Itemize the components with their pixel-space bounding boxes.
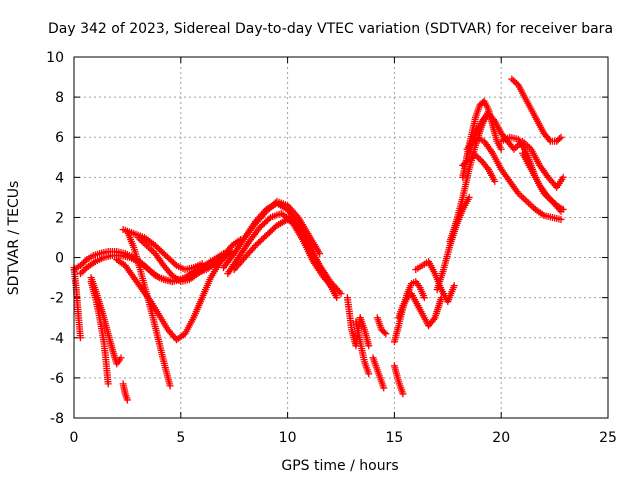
y-tick-label: -4 (50, 331, 64, 347)
data-point (472, 151, 480, 159)
y-tick-label: 4 (55, 170, 64, 186)
series-arc-g (113, 250, 232, 344)
data-point (557, 215, 565, 223)
data-point (380, 384, 388, 392)
data-point (464, 157, 472, 165)
data-point (490, 116, 498, 124)
series-arc-s (369, 354, 388, 392)
grid-lines (74, 57, 608, 418)
data-point (473, 153, 481, 161)
series-arc-j (134, 234, 245, 286)
data-point (462, 158, 470, 166)
data-point (557, 133, 565, 141)
series-arc-f (119, 380, 131, 404)
data-point (104, 380, 112, 388)
data-point (81, 257, 89, 265)
series-arc-e (87, 278, 112, 388)
data-point (76, 270, 84, 278)
x-tick-label: 5 (176, 430, 185, 446)
data-point (80, 259, 88, 267)
chart-title: Day 342 of 2023, Sidereal Day-to-day VTE… (48, 21, 613, 37)
y-tick-label: 10 (46, 50, 64, 66)
data-point (333, 294, 341, 302)
x-tick-label: 25 (599, 430, 617, 446)
data-point (460, 160, 468, 168)
series-arc-p (352, 318, 373, 378)
data-point (559, 173, 567, 181)
series-arc-h (123, 227, 174, 390)
data-point (171, 260, 179, 268)
data-point (117, 354, 125, 362)
data-point (399, 390, 407, 398)
data-point (78, 260, 86, 268)
x-axis-label: GPS time / hours (281, 458, 398, 474)
data-point (365, 342, 373, 350)
data-point (78, 268, 86, 276)
data-point (508, 75, 516, 83)
data-point (491, 177, 499, 185)
data-point (382, 330, 390, 338)
data-points (70, 75, 567, 404)
y-tick-label: -8 (50, 411, 64, 427)
data-point (76, 334, 84, 342)
series-arc-r (373, 314, 390, 338)
y-tick-label: -2 (50, 291, 64, 307)
tick-labels: 0 5 10 15 20 25 -8 -6 -4 -2 0 2 4 6 8 10 (46, 50, 617, 446)
series-arc-n (241, 197, 324, 258)
data-point (450, 282, 458, 290)
data-point (465, 193, 473, 201)
data-point (365, 370, 373, 378)
y-tick-label: 6 (55, 130, 64, 146)
data-point (166, 382, 174, 390)
data-point (380, 328, 388, 336)
data-point (430, 315, 438, 323)
y-axis-label: SDTVAR / TECUs (6, 181, 22, 296)
plot-frame (73, 56, 609, 419)
series-arc-ab (463, 133, 565, 223)
x-tick-label: 10 (279, 430, 297, 446)
series-arc-ac (459, 151, 499, 185)
data-point (420, 294, 428, 302)
x-tick-label: 20 (492, 430, 510, 446)
data-point (459, 161, 467, 169)
y-tick-label: 2 (55, 210, 64, 226)
data-point (545, 136, 553, 144)
data-point (509, 77, 517, 85)
data-point (337, 290, 345, 298)
series-arc-w (412, 258, 458, 306)
series-arc-t (390, 362, 407, 398)
data-point (556, 206, 564, 214)
data-point (497, 145, 505, 153)
data-point (198, 260, 206, 268)
data-point (557, 207, 565, 215)
data-point (475, 154, 483, 162)
data-point (80, 267, 88, 275)
data-point (316, 250, 324, 258)
x-tick-label: 15 (385, 430, 403, 446)
data-point (265, 215, 273, 223)
data-point (123, 396, 131, 404)
series-arc-v (395, 290, 445, 330)
y-tick-label: 8 (55, 90, 64, 106)
y-tick-label: 0 (55, 251, 64, 267)
data-point (513, 80, 521, 88)
x-tick-label: 0 (70, 430, 79, 446)
data-point (556, 135, 564, 143)
data-point (483, 164, 491, 172)
data-point (76, 262, 84, 270)
series-arc-ad (508, 75, 565, 145)
series-arc-af (497, 133, 565, 215)
data-point (511, 78, 519, 86)
y-tick-label: -6 (50, 371, 64, 387)
series-arc-q (356, 314, 373, 350)
series-arc-m (230, 215, 345, 298)
